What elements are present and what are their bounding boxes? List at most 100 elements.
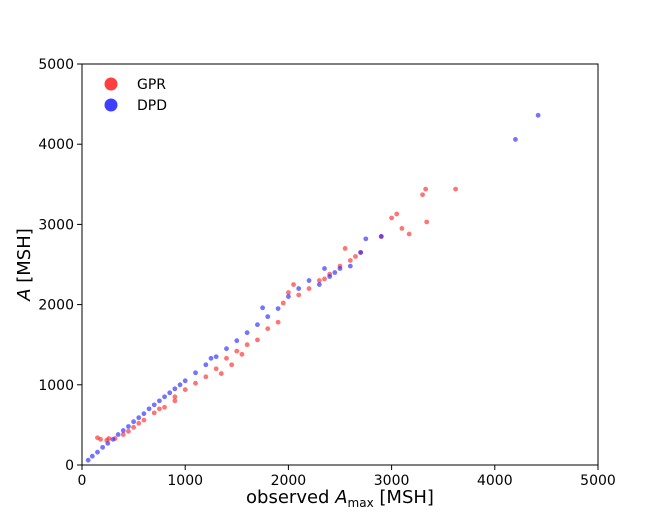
point-dpd-42 bbox=[208, 355, 214, 361]
x-tick-label: 2000 bbox=[271, 473, 307, 489]
point-gpr-46 bbox=[218, 371, 224, 376]
point-dpd-12 bbox=[146, 406, 152, 412]
legend-item-dpd: DPD bbox=[104, 98, 167, 114]
legend-item-gpr: GPR bbox=[104, 77, 166, 93]
y-axis-label: A [MSH] bbox=[14, 228, 35, 302]
legend-marker-dpd bbox=[104, 98, 118, 112]
point-dpd-36 bbox=[347, 263, 353, 269]
point-gpr-30 bbox=[322, 276, 327, 282]
point-dpd-6 bbox=[115, 432, 121, 437]
plot-area bbox=[81, 63, 599, 466]
point-dpd-0 bbox=[85, 457, 91, 463]
point-gpr-3 bbox=[106, 436, 112, 441]
point-dpd-10 bbox=[136, 415, 142, 421]
point-gpr-23 bbox=[275, 319, 281, 325]
point-dpd-24 bbox=[234, 338, 240, 344]
x-tick-label: 0 bbox=[78, 473, 87, 489]
point-dpd-30 bbox=[296, 286, 302, 291]
point-dpd-19 bbox=[182, 378, 188, 384]
point-gpr-26 bbox=[291, 282, 296, 287]
point-gpr-12 bbox=[162, 404, 167, 410]
point-gpr-8 bbox=[136, 420, 142, 426]
point-gpr-5 bbox=[120, 432, 126, 437]
point-gpr-34 bbox=[347, 258, 353, 263]
point-gpr-7 bbox=[131, 424, 137, 430]
point-gpr-35 bbox=[353, 254, 358, 259]
y-tick-label: 4000 bbox=[38, 137, 74, 153]
point-dpd-15 bbox=[162, 394, 167, 400]
point-dpd-7 bbox=[120, 428, 126, 433]
x-axis-label: observed Amax [MSH] bbox=[246, 487, 434, 510]
legend-label-gpr: GPR bbox=[137, 77, 166, 93]
point-gpr-16 bbox=[203, 374, 209, 380]
point-dpd-21 bbox=[203, 362, 209, 368]
point-gpr-15 bbox=[193, 380, 198, 386]
point-gpr-25 bbox=[286, 290, 291, 295]
point-dpd-34 bbox=[332, 270, 338, 275]
plot-frame bbox=[81, 63, 599, 466]
point-dpd-22 bbox=[213, 354, 219, 360]
point-dpd-9 bbox=[131, 419, 137, 425]
point-gpr-18 bbox=[224, 355, 229, 361]
point-gpr-22 bbox=[265, 326, 271, 332]
point-gpr-24 bbox=[280, 300, 286, 306]
point-gpr-1 bbox=[98, 436, 103, 442]
point-dpd-32 bbox=[316, 282, 322, 287]
legend-marker-gpr bbox=[104, 77, 118, 91]
point-dpd-35 bbox=[337, 266, 343, 271]
point-gpr-42 bbox=[420, 192, 425, 198]
point-gpr-49 bbox=[172, 398, 178, 404]
point-dpd-5 bbox=[110, 436, 116, 442]
point-dpd-16 bbox=[167, 390, 173, 396]
x-tick-label: 3000 bbox=[374, 473, 410, 489]
point-gpr-20 bbox=[244, 342, 250, 348]
y-tick-label: 0 bbox=[65, 458, 74, 474]
x-tick-label: 4000 bbox=[477, 473, 513, 489]
point-dpd-18 bbox=[177, 382, 183, 388]
point-dpd-14 bbox=[157, 398, 162, 404]
point-gpr-13 bbox=[172, 394, 178, 400]
point-gpr-29 bbox=[316, 278, 322, 283]
point-dpd-28 bbox=[275, 306, 281, 312]
point-gpr-38 bbox=[389, 215, 394, 221]
point-gpr-10 bbox=[151, 410, 157, 416]
point-gpr-45 bbox=[453, 186, 458, 192]
point-dpd-44 bbox=[322, 266, 327, 271]
point-dpd-26 bbox=[255, 322, 260, 328]
point-gpr-9 bbox=[141, 417, 147, 423]
point-dpd-33 bbox=[327, 274, 333, 279]
data-points bbox=[85, 112, 541, 463]
point-gpr-14 bbox=[182, 387, 188, 393]
point-dpd-11 bbox=[141, 411, 147, 417]
point-dpd-29 bbox=[286, 294, 291, 299]
legend-label-dpd: DPD bbox=[137, 98, 167, 114]
point-dpd-3 bbox=[100, 444, 106, 450]
point-dpd-20 bbox=[193, 370, 198, 376]
point-dpd-40 bbox=[513, 136, 518, 142]
point-dpd-37 bbox=[358, 250, 364, 255]
point-dpd-1 bbox=[89, 453, 95, 459]
point-dpd-31 bbox=[306, 278, 312, 283]
point-dpd-25 bbox=[244, 330, 250, 336]
axis-ticks: 0 1000 2000 3000 4000 5000 0 1000 2000 3000 4000 50… bbox=[38, 57, 615, 489]
point-dpd-41 bbox=[535, 112, 541, 118]
point-gpr-44 bbox=[424, 219, 430, 225]
y-tick-label: 3000 bbox=[38, 217, 74, 233]
point-dpd-17 bbox=[172, 386, 178, 392]
point-dpd-27 bbox=[265, 314, 271, 320]
point-gpr-48 bbox=[239, 351, 245, 357]
point-dpd-13 bbox=[151, 402, 157, 408]
point-gpr-47 bbox=[229, 362, 235, 368]
point-gpr-11 bbox=[157, 406, 162, 412]
point-dpd-2 bbox=[95, 449, 100, 455]
point-dpd-39 bbox=[378, 234, 384, 239]
point-gpr-33 bbox=[342, 246, 348, 251]
point-gpr-41 bbox=[406, 231, 412, 237]
point-dpd-8 bbox=[126, 424, 131, 429]
point-dpd-4 bbox=[105, 440, 111, 446]
point-gpr-40 bbox=[399, 226, 405, 231]
point-gpr-27 bbox=[296, 292, 302, 298]
point-gpr-39 bbox=[394, 211, 400, 217]
point-gpr-28 bbox=[306, 286, 312, 291]
point-gpr-43 bbox=[423, 186, 429, 192]
